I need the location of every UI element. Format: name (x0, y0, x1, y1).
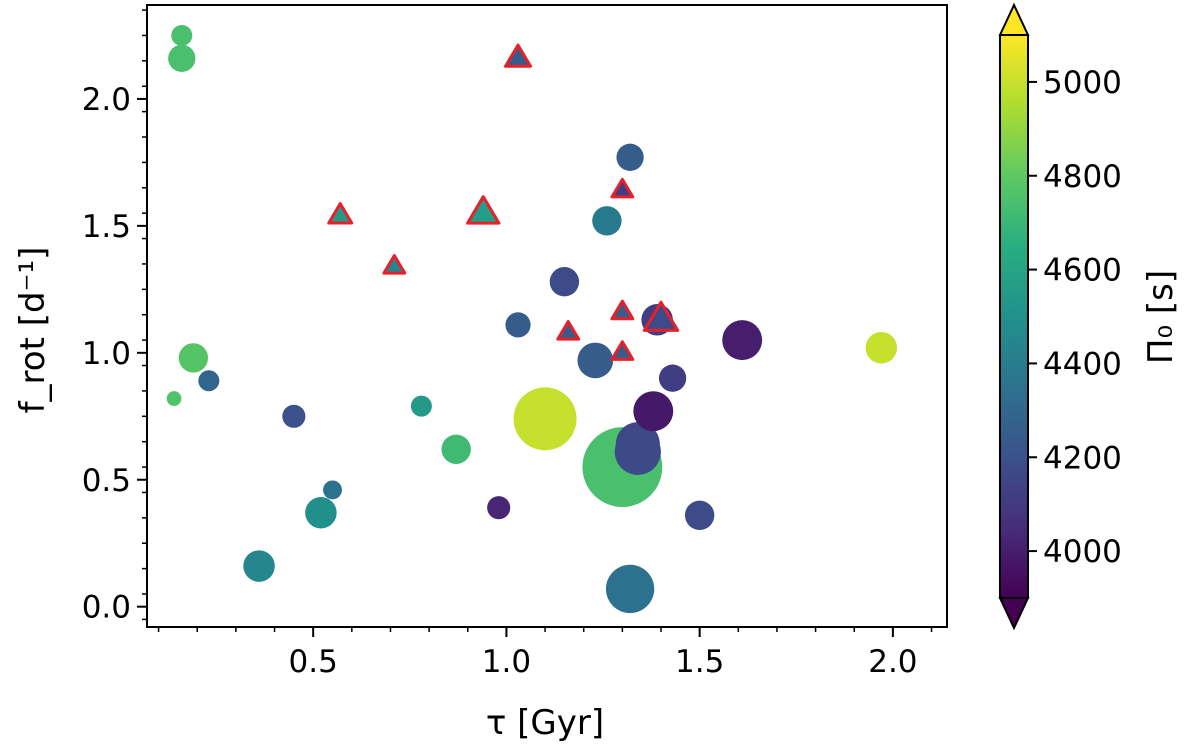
data-point (487, 496, 511, 520)
data-point-triangle (503, 43, 533, 68)
data-point (282, 404, 306, 428)
data-point (198, 370, 220, 392)
data-point (243, 550, 275, 582)
colorbar-label: Π₀ [s] (1141, 270, 1181, 364)
colorbar-tick-label: 4800 (1043, 159, 1122, 195)
y-axis: 0.0 0.5 1.0 1.5 2.0 (82, 9, 147, 626)
colorbar-extend-top (998, 2, 1030, 36)
colorbar-tick-label: 4600 (1043, 253, 1122, 289)
data-point (305, 497, 337, 529)
x-axis-label: τ [Gyr] (486, 703, 604, 743)
x-axis: 0.5 1.0 1.5 2.0 (157, 627, 933, 680)
data-point (441, 434, 471, 464)
data-point (684, 500, 715, 530)
data-point (577, 342, 614, 379)
data-point (865, 331, 898, 364)
colorbar-tick-label: 5000 (1043, 65, 1122, 101)
data-points (166, 24, 898, 614)
data-point-triangle (642, 300, 680, 332)
colorbar-extend-bottom (998, 597, 1030, 631)
data-point-triangle (327, 202, 354, 225)
data-point (592, 206, 622, 236)
data-point (549, 267, 580, 297)
y-tick-label: 0.0 (82, 590, 131, 626)
data-point (658, 364, 687, 392)
data-point (178, 343, 209, 373)
data-point (505, 312, 531, 338)
x-tick-label: 1.0 (482, 644, 531, 680)
x-tick-label: 0.5 (289, 644, 338, 680)
data-point-triangle (382, 253, 407, 275)
data-point (168, 44, 196, 72)
colorbar: 4000 4200 4400 4600 4800 5000 Π₀ [s] (998, 2, 1181, 631)
y-tick-label: 1.0 (82, 336, 131, 372)
data-point-triangle (556, 320, 581, 341)
data-point (410, 395, 432, 417)
data-point-triangle (610, 340, 635, 361)
data-point (171, 24, 193, 46)
data-point (616, 143, 644, 171)
data-point-triangle (610, 299, 635, 321)
colorbar-gradient (1000, 35, 1028, 598)
data-point-triangle (610, 177, 635, 199)
colorbar-tick-label: 4200 (1043, 440, 1122, 476)
y-axis-label: f_rot [d⁻¹] (13, 247, 53, 414)
data-point (633, 391, 674, 432)
colorbar-tick-label: 4000 (1043, 534, 1122, 570)
plot-frame (146, 4, 948, 628)
colorbar-frame (999, 34, 1029, 599)
data-point (722, 320, 763, 361)
data-point (323, 480, 342, 500)
colorbar-tick-label: 4400 (1043, 346, 1122, 382)
data-point (614, 428, 661, 475)
data-point (605, 564, 655, 614)
x-tick-label: 1.5 (675, 644, 724, 680)
data-point (513, 387, 577, 451)
y-tick-label: 2.0 (82, 82, 131, 118)
x-tick-label: 2.0 (868, 644, 917, 680)
y-tick-label: 0.5 (82, 463, 131, 499)
data-point-triangle (466, 195, 501, 225)
data-point (166, 391, 182, 406)
colorbar-ticks: 4000 4200 4400 4600 4800 5000 (1028, 65, 1122, 570)
y-tick-label: 1.5 (82, 209, 131, 245)
